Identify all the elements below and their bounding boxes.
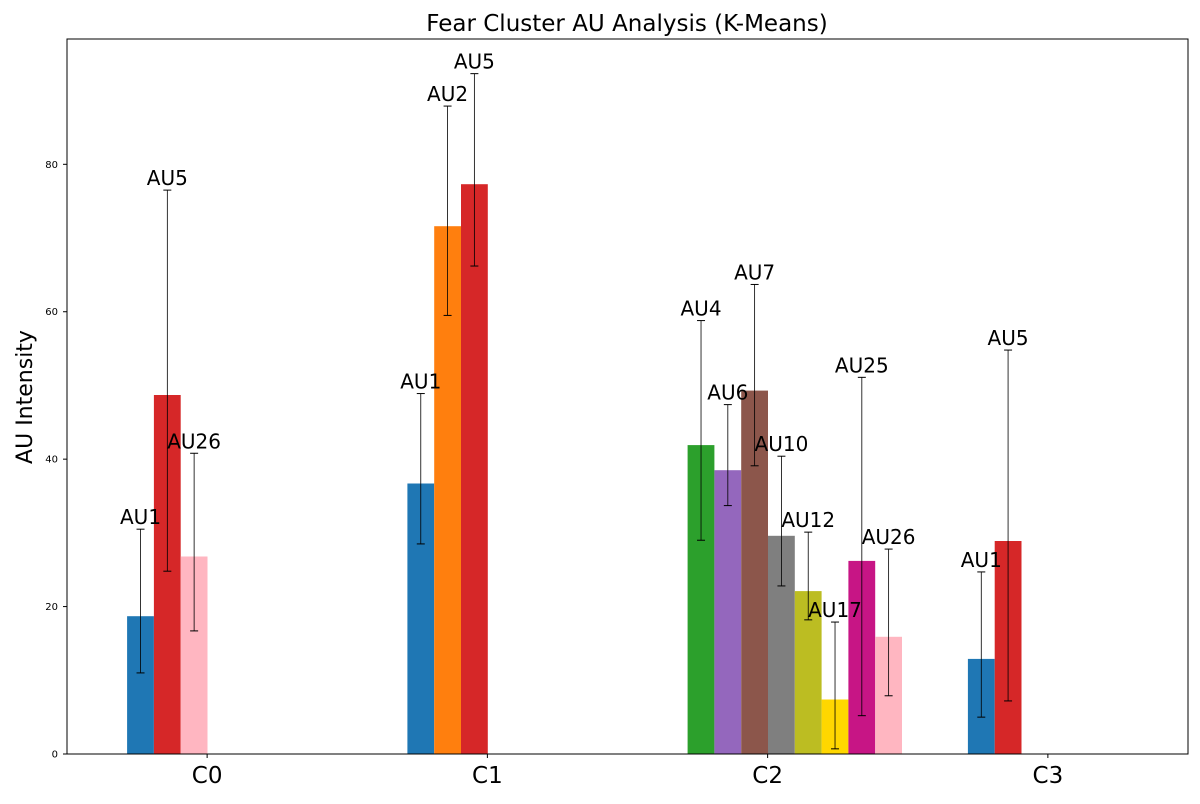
bar-c1-au5 (461, 184, 488, 754)
error-bar-c3-au1 (977, 571, 986, 718)
bar-label-c3-au5: AU5 (988, 326, 1029, 350)
error-bar-c0-au5 (163, 189, 172, 572)
y-tick-label: 20 (45, 602, 58, 613)
bar-label-c2-au7: AU7 (734, 261, 775, 285)
bar-c2-au6 (714, 470, 742, 754)
error-bar-c1-au5 (470, 73, 479, 267)
bars-layer (127, 184, 1022, 754)
x-tick-label-c2: C2 (752, 763, 783, 789)
error-bar-c2-au12 (804, 531, 813, 621)
error-bar-c1-au2 (443, 105, 452, 316)
bar-label-c1-au5: AU5 (454, 50, 495, 74)
error-bar-c2-au4 (697, 320, 706, 541)
chart-title: Fear Cluster AU Analysis (K-Means) (426, 11, 827, 37)
bar-label-c1-au2: AU2 (427, 82, 468, 106)
y-tick-label: 0 (52, 750, 58, 761)
axes-layer: 0 20 40 60 80 C0 C1 C2 C3 (45, 38, 1189, 789)
bar-label-c0-au1: AU1 (120, 505, 161, 529)
bar-label-c2-au26: AU26 (862, 525, 916, 549)
y-axis-label: AU Intensity (13, 330, 38, 464)
bar-label-c2-au4: AU4 (681, 297, 722, 321)
error-bar-c0-au1 (136, 528, 145, 674)
error-bar-c2-au25 (857, 376, 866, 717)
error-bar-c2-au17 (831, 621, 840, 750)
error-bar-c3-au5 (1004, 349, 1013, 702)
bar-label-c0-au26: AU26 (167, 429, 221, 453)
error-bar-c2-au10 (777, 455, 786, 587)
error-bar-c2-au6 (723, 404, 732, 507)
plot-frame (66, 38, 1189, 755)
bar-label-c2-au17: AU17 (808, 598, 862, 622)
error-bar-c2-au26 (884, 548, 893, 697)
bar-labels-layer: AU1 AU5 AU26 AU1 AU2 AU5 AU4 AU6 AU7 AU10 AU12 AU17… (120, 50, 1029, 622)
y-tick-label: 80 (45, 160, 58, 171)
y-tick-label: 40 (45, 455, 58, 466)
error-bar-c2-au7 (750, 283, 759, 467)
bar-label-c2-au25: AU25 (835, 353, 889, 377)
error-bar-c1-au1 (416, 393, 425, 545)
bar-label-c2-au10: AU10 (755, 432, 809, 456)
bar-label-c0-au5: AU5 (147, 166, 188, 190)
error-bar-c0-au26 (190, 452, 199, 632)
error-bars-layer (136, 73, 1013, 750)
bar-label-c1-au1: AU1 (400, 370, 441, 394)
y-tick-label: 60 (45, 307, 58, 318)
x-tick-label-c3: C3 (1033, 763, 1064, 789)
bar-label-c2-au12: AU12 (781, 508, 835, 532)
x-tick-label-c1: C1 (472, 763, 503, 789)
bar-label-c2-au6: AU6 (707, 381, 748, 405)
x-tick-label-c0: C0 (192, 763, 223, 789)
bar-label-c3-au1: AU1 (961, 548, 1002, 572)
